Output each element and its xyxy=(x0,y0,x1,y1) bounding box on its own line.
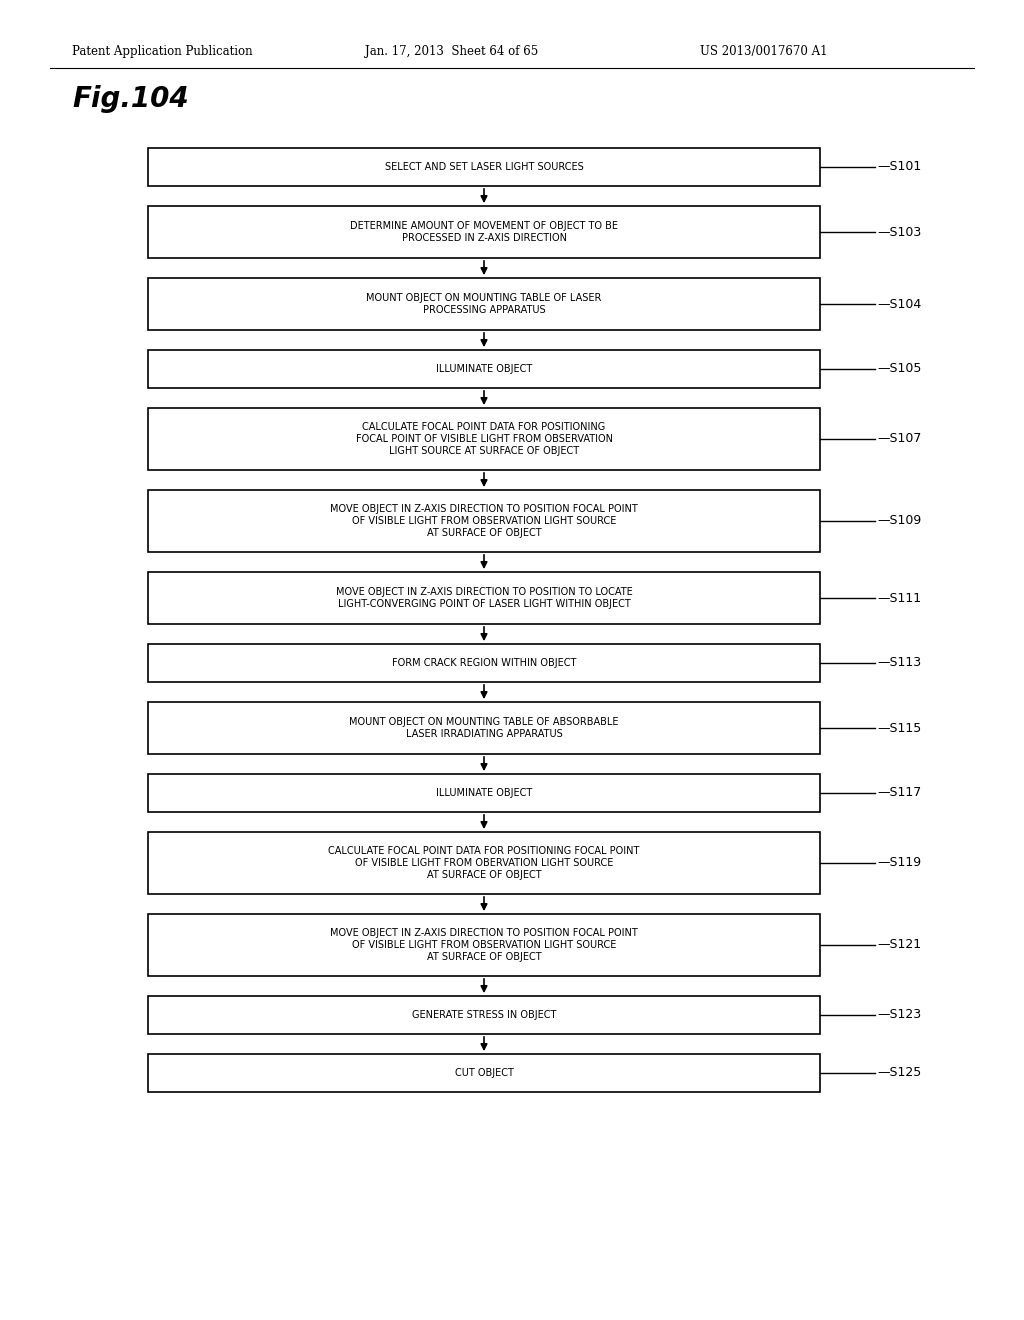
Text: MOUNT OBJECT ON MOUNTING TABLE OF LASER
PROCESSING APPARATUS: MOUNT OBJECT ON MOUNTING TABLE OF LASER … xyxy=(367,293,602,314)
Bar xyxy=(148,490,820,552)
Text: —S103: —S103 xyxy=(877,226,922,239)
Text: CUT OBJECT: CUT OBJECT xyxy=(455,1068,513,1078)
Text: Patent Application Publication: Patent Application Publication xyxy=(72,45,253,58)
Bar xyxy=(148,572,820,624)
Text: —S111: —S111 xyxy=(877,591,922,605)
Text: SELECT AND SET LASER LIGHT SOURCES: SELECT AND SET LASER LIGHT SOURCES xyxy=(385,162,584,172)
Bar xyxy=(148,350,820,388)
Text: ILLUMINATE OBJECT: ILLUMINATE OBJECT xyxy=(436,364,532,374)
Bar xyxy=(148,913,820,975)
Text: —S123: —S123 xyxy=(877,1008,922,1022)
Text: US 2013/0017670 A1: US 2013/0017670 A1 xyxy=(700,45,827,58)
Bar xyxy=(148,408,820,470)
Text: —S117: —S117 xyxy=(877,787,922,800)
Bar xyxy=(148,279,820,330)
Text: MOUNT OBJECT ON MOUNTING TABLE OF ABSORBABLE
LASER IRRADIATING APPARATUS: MOUNT OBJECT ON MOUNTING TABLE OF ABSORB… xyxy=(349,717,618,739)
Text: —S125: —S125 xyxy=(877,1067,922,1080)
Text: —S109: —S109 xyxy=(877,515,922,528)
Bar xyxy=(148,148,820,186)
Text: CALCULATE FOCAL POINT DATA FOR POSITIONING
FOCAL POINT OF VISIBLE LIGHT FROM OBS: CALCULATE FOCAL POINT DATA FOR POSITIONI… xyxy=(355,422,612,455)
Text: FORM CRACK REGION WITHIN OBJECT: FORM CRACK REGION WITHIN OBJECT xyxy=(392,657,577,668)
Text: Jan. 17, 2013  Sheet 64 of 65: Jan. 17, 2013 Sheet 64 of 65 xyxy=(365,45,539,58)
Text: CALCULATE FOCAL POINT DATA FOR POSITIONING FOCAL POINT
OF VISIBLE LIGHT FROM OBE: CALCULATE FOCAL POINT DATA FOR POSITIONI… xyxy=(329,846,640,879)
Bar xyxy=(148,832,820,894)
Bar xyxy=(148,644,820,682)
Bar xyxy=(148,1053,820,1092)
Text: MOVE OBJECT IN Z-AXIS DIRECTION TO POSITION FOCAL POINT
OF VISIBLE LIGHT FROM OB: MOVE OBJECT IN Z-AXIS DIRECTION TO POSIT… xyxy=(330,504,638,537)
Text: DETERMINE AMOUNT OF MOVEMENT OF OBJECT TO BE
PROCESSED IN Z-AXIS DIRECTION: DETERMINE AMOUNT OF MOVEMENT OF OBJECT T… xyxy=(350,222,618,243)
Bar xyxy=(148,774,820,812)
Text: —S115: —S115 xyxy=(877,722,922,734)
Text: —S107: —S107 xyxy=(877,433,922,446)
Text: Fig.104: Fig.104 xyxy=(72,84,188,114)
Text: —S101: —S101 xyxy=(877,161,922,173)
Text: —S119: —S119 xyxy=(877,857,922,870)
Bar xyxy=(148,997,820,1034)
Bar xyxy=(148,206,820,257)
Bar xyxy=(148,702,820,754)
Text: —S121: —S121 xyxy=(877,939,922,952)
Text: —S105: —S105 xyxy=(877,363,922,375)
Text: MOVE OBJECT IN Z-AXIS DIRECTION TO POSITION FOCAL POINT
OF VISIBLE LIGHT FROM OB: MOVE OBJECT IN Z-AXIS DIRECTION TO POSIT… xyxy=(330,928,638,961)
Text: GENERATE STRESS IN OBJECT: GENERATE STRESS IN OBJECT xyxy=(412,1010,556,1020)
Text: —S113: —S113 xyxy=(877,656,922,669)
Text: ILLUMINATE OBJECT: ILLUMINATE OBJECT xyxy=(436,788,532,799)
Text: MOVE OBJECT IN Z-AXIS DIRECTION TO POSITION TO LOCATE
LIGHT-CONVERGING POINT OF : MOVE OBJECT IN Z-AXIS DIRECTION TO POSIT… xyxy=(336,587,633,609)
Text: —S104: —S104 xyxy=(877,297,922,310)
